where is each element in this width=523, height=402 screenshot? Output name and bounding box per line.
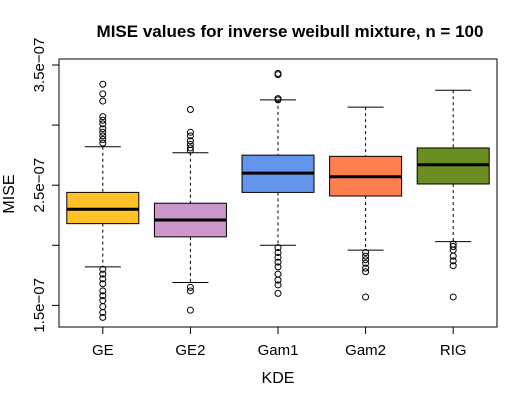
box-gam2 (329, 106, 403, 301)
outlier-point (99, 97, 107, 105)
box-gam1 (241, 69, 315, 297)
outlier-point (186, 105, 194, 113)
outlier-point (274, 253, 282, 261)
outlier-point (274, 71, 282, 79)
outlier-point (186, 128, 194, 136)
outlier-point (99, 120, 107, 128)
x-axis-label: KDE (262, 370, 295, 387)
outlier-point (99, 292, 107, 300)
boxes-group (66, 69, 490, 321)
y-tick-label: 2.5e−07 (31, 158, 48, 213)
outlier-point (362, 248, 370, 256)
outlier-point (274, 248, 282, 256)
outlier-point (186, 283, 194, 291)
outlier-point (449, 242, 457, 250)
x-tick-label: GE2 (175, 342, 205, 359)
y-axis: 1.5e−07 2.5e−07 3.5e−07 (31, 38, 60, 333)
x-tick-label: Gam1 (258, 342, 299, 359)
chart-title: MISE values for inverse weibull mixture,… (97, 22, 484, 41)
outlier-point (186, 306, 194, 314)
outlier-point (449, 262, 457, 270)
outlier-point (274, 244, 282, 252)
box-rig (416, 89, 490, 301)
outlier-point (274, 276, 282, 284)
outlier-point (99, 280, 107, 288)
outlier-point (99, 116, 107, 124)
outlier-point (362, 264, 370, 272)
outlier-point (274, 96, 282, 104)
outlier-point (274, 263, 282, 271)
outlier-point (99, 113, 107, 121)
outlier-point (274, 258, 282, 266)
outlier-point (99, 275, 107, 283)
box-ge2 (153, 105, 227, 314)
outlier-point (362, 252, 370, 260)
outlier-point (274, 289, 282, 297)
outlier-point (99, 132, 107, 140)
y-tick-label: 3.5e−07 (31, 38, 48, 93)
outlier-point (99, 270, 107, 278)
outlier-point (362, 259, 370, 267)
outlier-point (99, 303, 107, 311)
outlier-point (99, 136, 107, 144)
outlier-point (449, 252, 457, 260)
y-axis-label: MISE (1, 174, 18, 213)
outlier-point (99, 265, 107, 273)
outlier-point (274, 281, 282, 289)
outlier-point (99, 128, 107, 136)
outlier-point (99, 313, 107, 321)
outlier-point (274, 270, 282, 278)
outlier-point (99, 139, 107, 147)
outlier-point (186, 146, 194, 154)
outlier-point (99, 309, 107, 317)
outlier-point (186, 287, 194, 295)
outlier-point (362, 293, 370, 301)
outlier-point (99, 125, 107, 133)
outlier-point (449, 293, 457, 301)
outlier-point (362, 256, 370, 264)
outlier-point (362, 268, 370, 276)
outlier-point (99, 80, 107, 88)
outlier-point (99, 287, 107, 295)
outlier-point (186, 137, 194, 145)
outlier-point (186, 132, 194, 140)
outlier-point (449, 257, 457, 265)
x-tick-label: GE (92, 342, 114, 359)
x-tick-label: RIG (440, 342, 467, 359)
outlier-point (449, 246, 457, 254)
y-tick-label: 1.5e−07 (31, 278, 48, 333)
outlier-point (186, 144, 194, 152)
outlier-point (99, 90, 107, 98)
box-ge (66, 80, 140, 321)
x-axis: GE GE2 Gam1 Gam2 RIG (92, 326, 467, 359)
x-tick-label: Gam2 (345, 342, 386, 359)
